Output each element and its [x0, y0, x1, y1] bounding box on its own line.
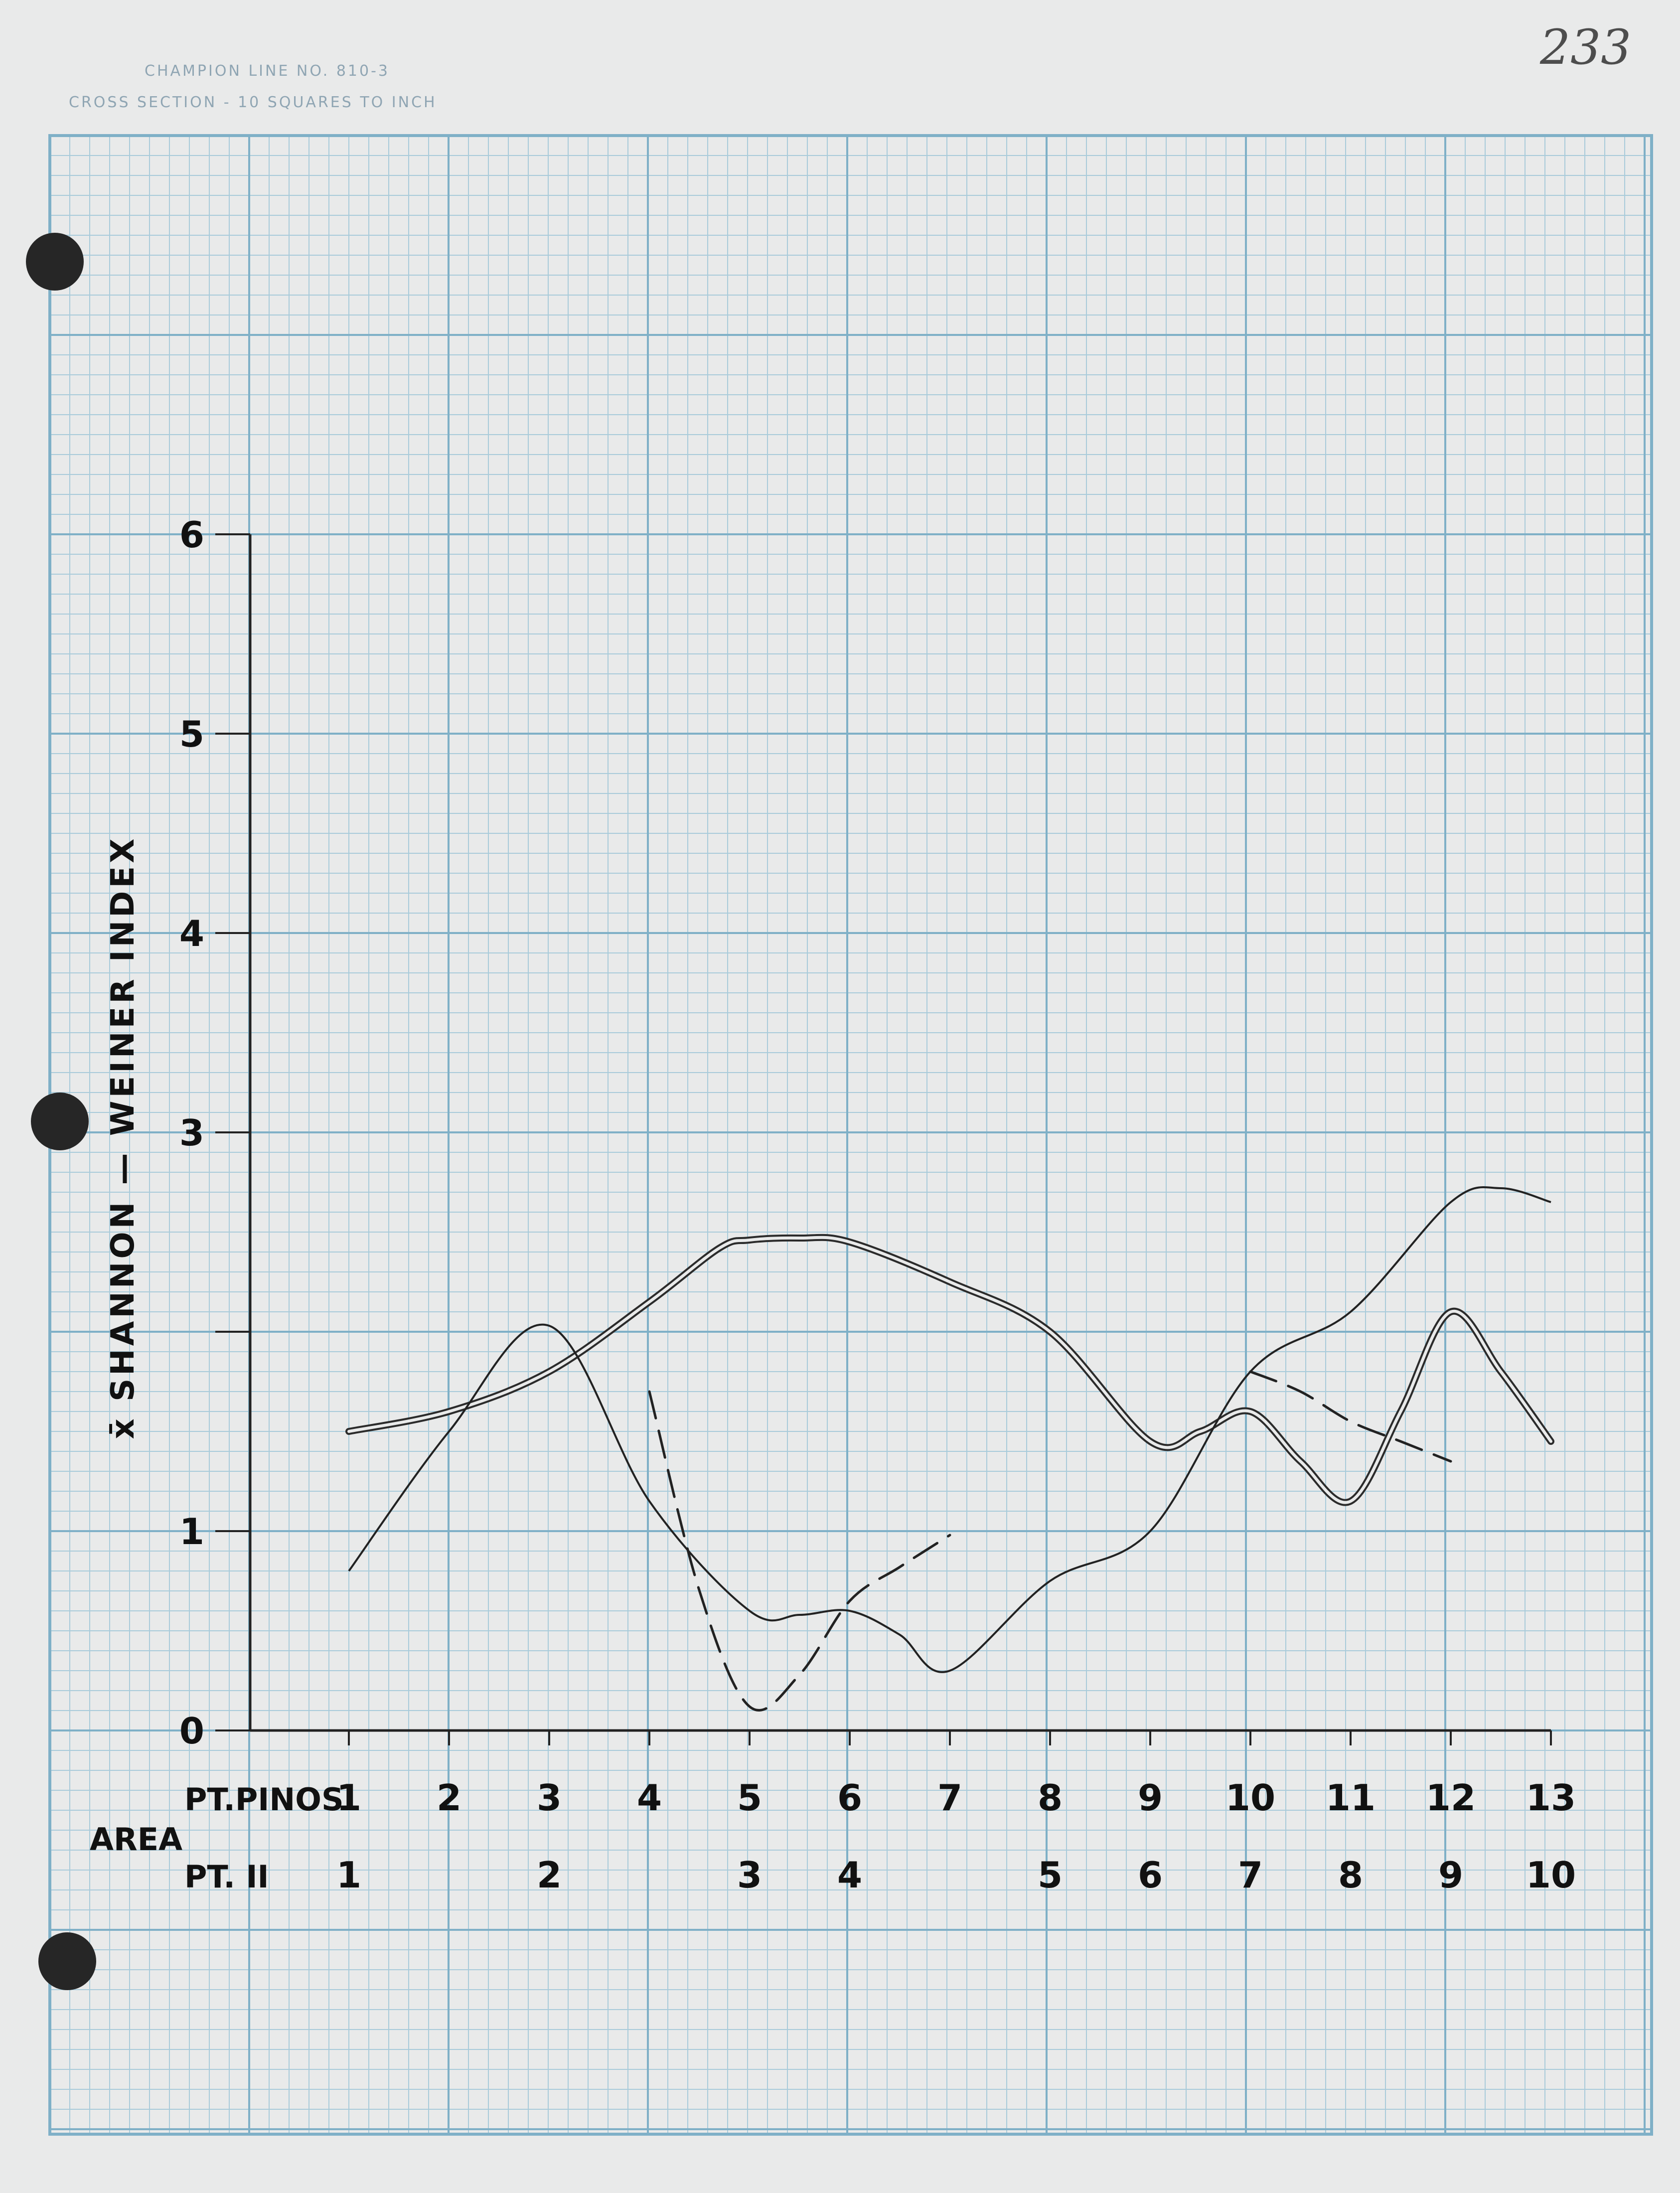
x-tick-label: 4	[637, 1777, 662, 1819]
punch-hole-top	[26, 233, 84, 291]
x-tick-label: 10	[1526, 1854, 1576, 1896]
y-axis-title: x̄ SHANNON — WEINER INDEX	[105, 836, 142, 1439]
x-tick-label: 1	[336, 1854, 361, 1896]
chart-series	[345, 1186, 1554, 1712]
x-tick-label: 6	[1138, 1854, 1163, 1896]
x-tick-label: 12	[1426, 1777, 1476, 1819]
x-axis-title: AREA	[90, 1821, 182, 1858]
x-tick-label: 5	[737, 1777, 762, 1819]
x-tick-label: 2	[437, 1777, 461, 1819]
punch-hole-bottom	[38, 1932, 96, 1990]
series-solid-line	[348, 1186, 1551, 1673]
x-row-label-pt-pinos: PT.PINOS	[184, 1781, 344, 1818]
x-tick-label: 9	[1438, 1854, 1463, 1896]
y-tick-label: 6	[179, 514, 204, 556]
x-tick-label: 5	[1038, 1854, 1063, 1896]
x-tick-label: 11	[1326, 1777, 1375, 1819]
y-tick-label: 5	[179, 713, 204, 755]
x-tick-label: 9	[1138, 1777, 1163, 1819]
series-dashed-line-3	[1249, 1370, 1452, 1463]
x-tick-label: 4	[837, 1854, 862, 1896]
x-tick-label: 10	[1225, 1777, 1275, 1819]
page-number: 233	[1539, 19, 1631, 75]
x-tick-label: 3	[737, 1854, 762, 1896]
paper-header-line2: CROSS SECTION - 10 SQUARES TO INCH	[69, 94, 437, 111]
series-double-line-inner	[347, 1236, 1552, 1504]
paper-header-line1: CHAMPION LINE NO. 810-3	[145, 62, 390, 80]
x-tick-label: 7	[937, 1777, 962, 1819]
x-row-label-pt-ii: PT. II	[184, 1859, 269, 1895]
punch-hole-middle	[31, 1093, 89, 1150]
x-tick-label: 8	[1338, 1854, 1363, 1896]
x-tick-label: 1	[336, 1777, 361, 1819]
x-tick-label: 7	[1238, 1854, 1263, 1896]
series-dashed-line-2	[648, 1390, 951, 1712]
y-tick-label: 1	[179, 1511, 204, 1553]
chart-axes	[215, 533, 1552, 1745]
y-tick-label: 0	[179, 1710, 204, 1752]
x-tick-label: 3	[537, 1777, 562, 1819]
y-tick-label: 3	[179, 1112, 204, 1154]
x-tick-label: 8	[1038, 1777, 1063, 1819]
x-tick-label: 2	[537, 1854, 562, 1896]
x-tick-label: 13	[1526, 1777, 1576, 1819]
x-tick-label: 6	[837, 1777, 862, 1819]
y-tick-label: 4	[179, 913, 204, 954]
